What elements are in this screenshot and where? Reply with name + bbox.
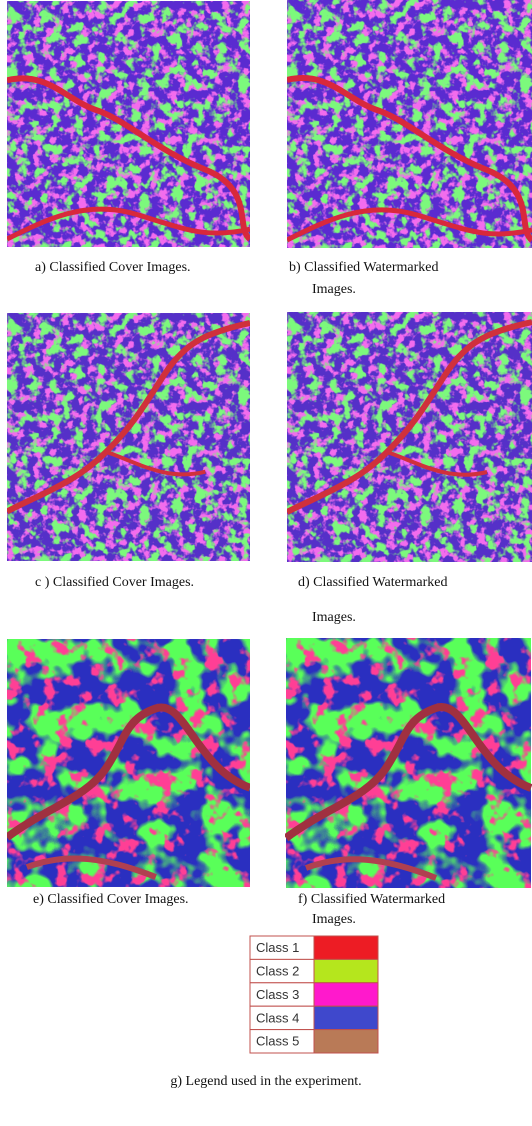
classified-image <box>287 312 532 562</box>
legend-label: Class 1 <box>256 940 299 955</box>
legend-swatch <box>314 1006 378 1029</box>
legend-swatch <box>314 1030 378 1053</box>
legend-swatch <box>314 983 378 1006</box>
classified-image <box>7 1 250 247</box>
caption: d) Classified Watermarked <box>298 575 447 590</box>
caption: e) Classified Cover Images. <box>33 892 189 907</box>
caption: b) Classified Watermarked <box>289 260 438 275</box>
legend-swatch <box>314 936 378 959</box>
caption: f) Classified Watermarked <box>298 892 445 907</box>
caption: a) Classified Cover Images. <box>35 260 191 275</box>
legend-label: Class 4 <box>256 1010 299 1025</box>
classified-image <box>7 313 250 561</box>
caption: Images. <box>312 282 356 297</box>
caption: Images. <box>312 912 356 927</box>
image-grid <box>7 0 532 888</box>
classified-image <box>7 639 250 887</box>
legend-label: Class 3 <box>256 987 299 1002</box>
figure-page: a) Classified Cover Images. b) Classified… <box>0 0 532 1126</box>
classified-image <box>287 0 532 248</box>
legend-label: Class 5 <box>256 1034 299 1049</box>
legend-swatch <box>314 959 378 982</box>
caption: c ) Classified Cover Images. <box>35 575 194 590</box>
classified-image <box>286 638 531 888</box>
legend-caption: g) Legend used in the experiment. <box>170 1074 361 1089</box>
legend-label: Class 2 <box>256 964 299 979</box>
caption: Images. <box>312 610 356 625</box>
